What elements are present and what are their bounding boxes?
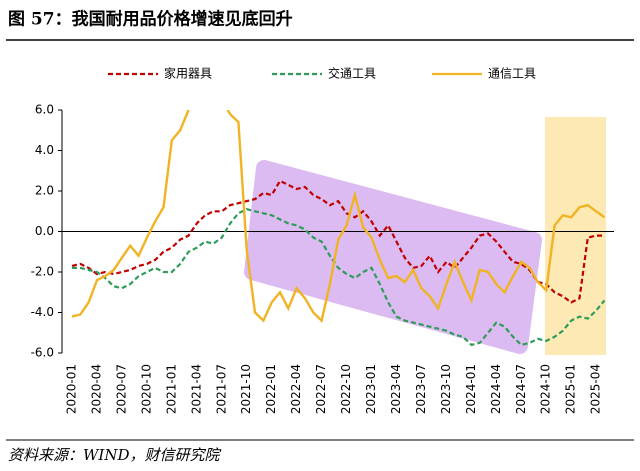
x-tick-label: 2020-04 <box>89 364 103 414</box>
highlight-region <box>244 160 542 354</box>
x-tick-label: 2023-07 <box>414 364 428 414</box>
y-tick-label: 2.0 <box>35 184 54 198</box>
x-tick-label: 2021-10 <box>239 364 253 414</box>
series-line <box>71 179 605 304</box>
x-tick-label: 2022-07 <box>314 364 328 414</box>
y-tick-label: 6.0 <box>35 103 54 117</box>
legend-label: 交通工具 <box>328 66 376 81</box>
x-tick-label: 2024-04 <box>489 364 503 414</box>
x-tick-label: 2022-01 <box>264 364 278 414</box>
x-tick-label: 2024-10 <box>539 364 553 414</box>
series-line <box>72 208 606 347</box>
x-tick-label: 2025-04 <box>589 364 603 414</box>
x-tick-label: 2025-01 <box>564 364 578 414</box>
x-tick-label: 2020-07 <box>114 364 128 414</box>
y-tick-label: -2.0 <box>31 265 54 279</box>
x-tick-label: 2021-07 <box>214 364 228 414</box>
y-tick-label: 4.0 <box>35 143 54 157</box>
y-tick-label: -6.0 <box>31 346 54 360</box>
legend-label: 通信工具 <box>488 67 536 81</box>
plot-area <box>71 110 606 347</box>
x-tick-label: 2023-10 <box>439 364 453 414</box>
x-tick-label: 2021-04 <box>189 364 203 414</box>
x-tick-label: 2022-10 <box>339 364 353 414</box>
x-tick-label: 2020-10 <box>139 364 153 414</box>
x-tick-label: 2021-01 <box>164 364 178 414</box>
chart-title: 图 57：我国耐用品价格增速见底回升 <box>8 9 293 30</box>
y-tick-label: 0.0 <box>35 224 54 238</box>
x-tick-label: 2022-04 <box>289 364 303 414</box>
x-tick-label: 2020-01 <box>65 364 79 414</box>
x-tick-label: 2024-01 <box>464 364 478 414</box>
highlight-region <box>545 117 606 355</box>
y-tick-label: -4.0 <box>31 305 54 319</box>
series-line <box>71 110 606 323</box>
x-tick-label: 2024-07 <box>514 364 528 414</box>
x-tick-label: 2023-01 <box>364 364 378 414</box>
source-note: 资料来源：WIND，财信研究院 <box>8 446 221 464</box>
x-tick-label: 2023-04 <box>389 364 403 414</box>
legend-label: 家用器具 <box>164 66 212 81</box>
